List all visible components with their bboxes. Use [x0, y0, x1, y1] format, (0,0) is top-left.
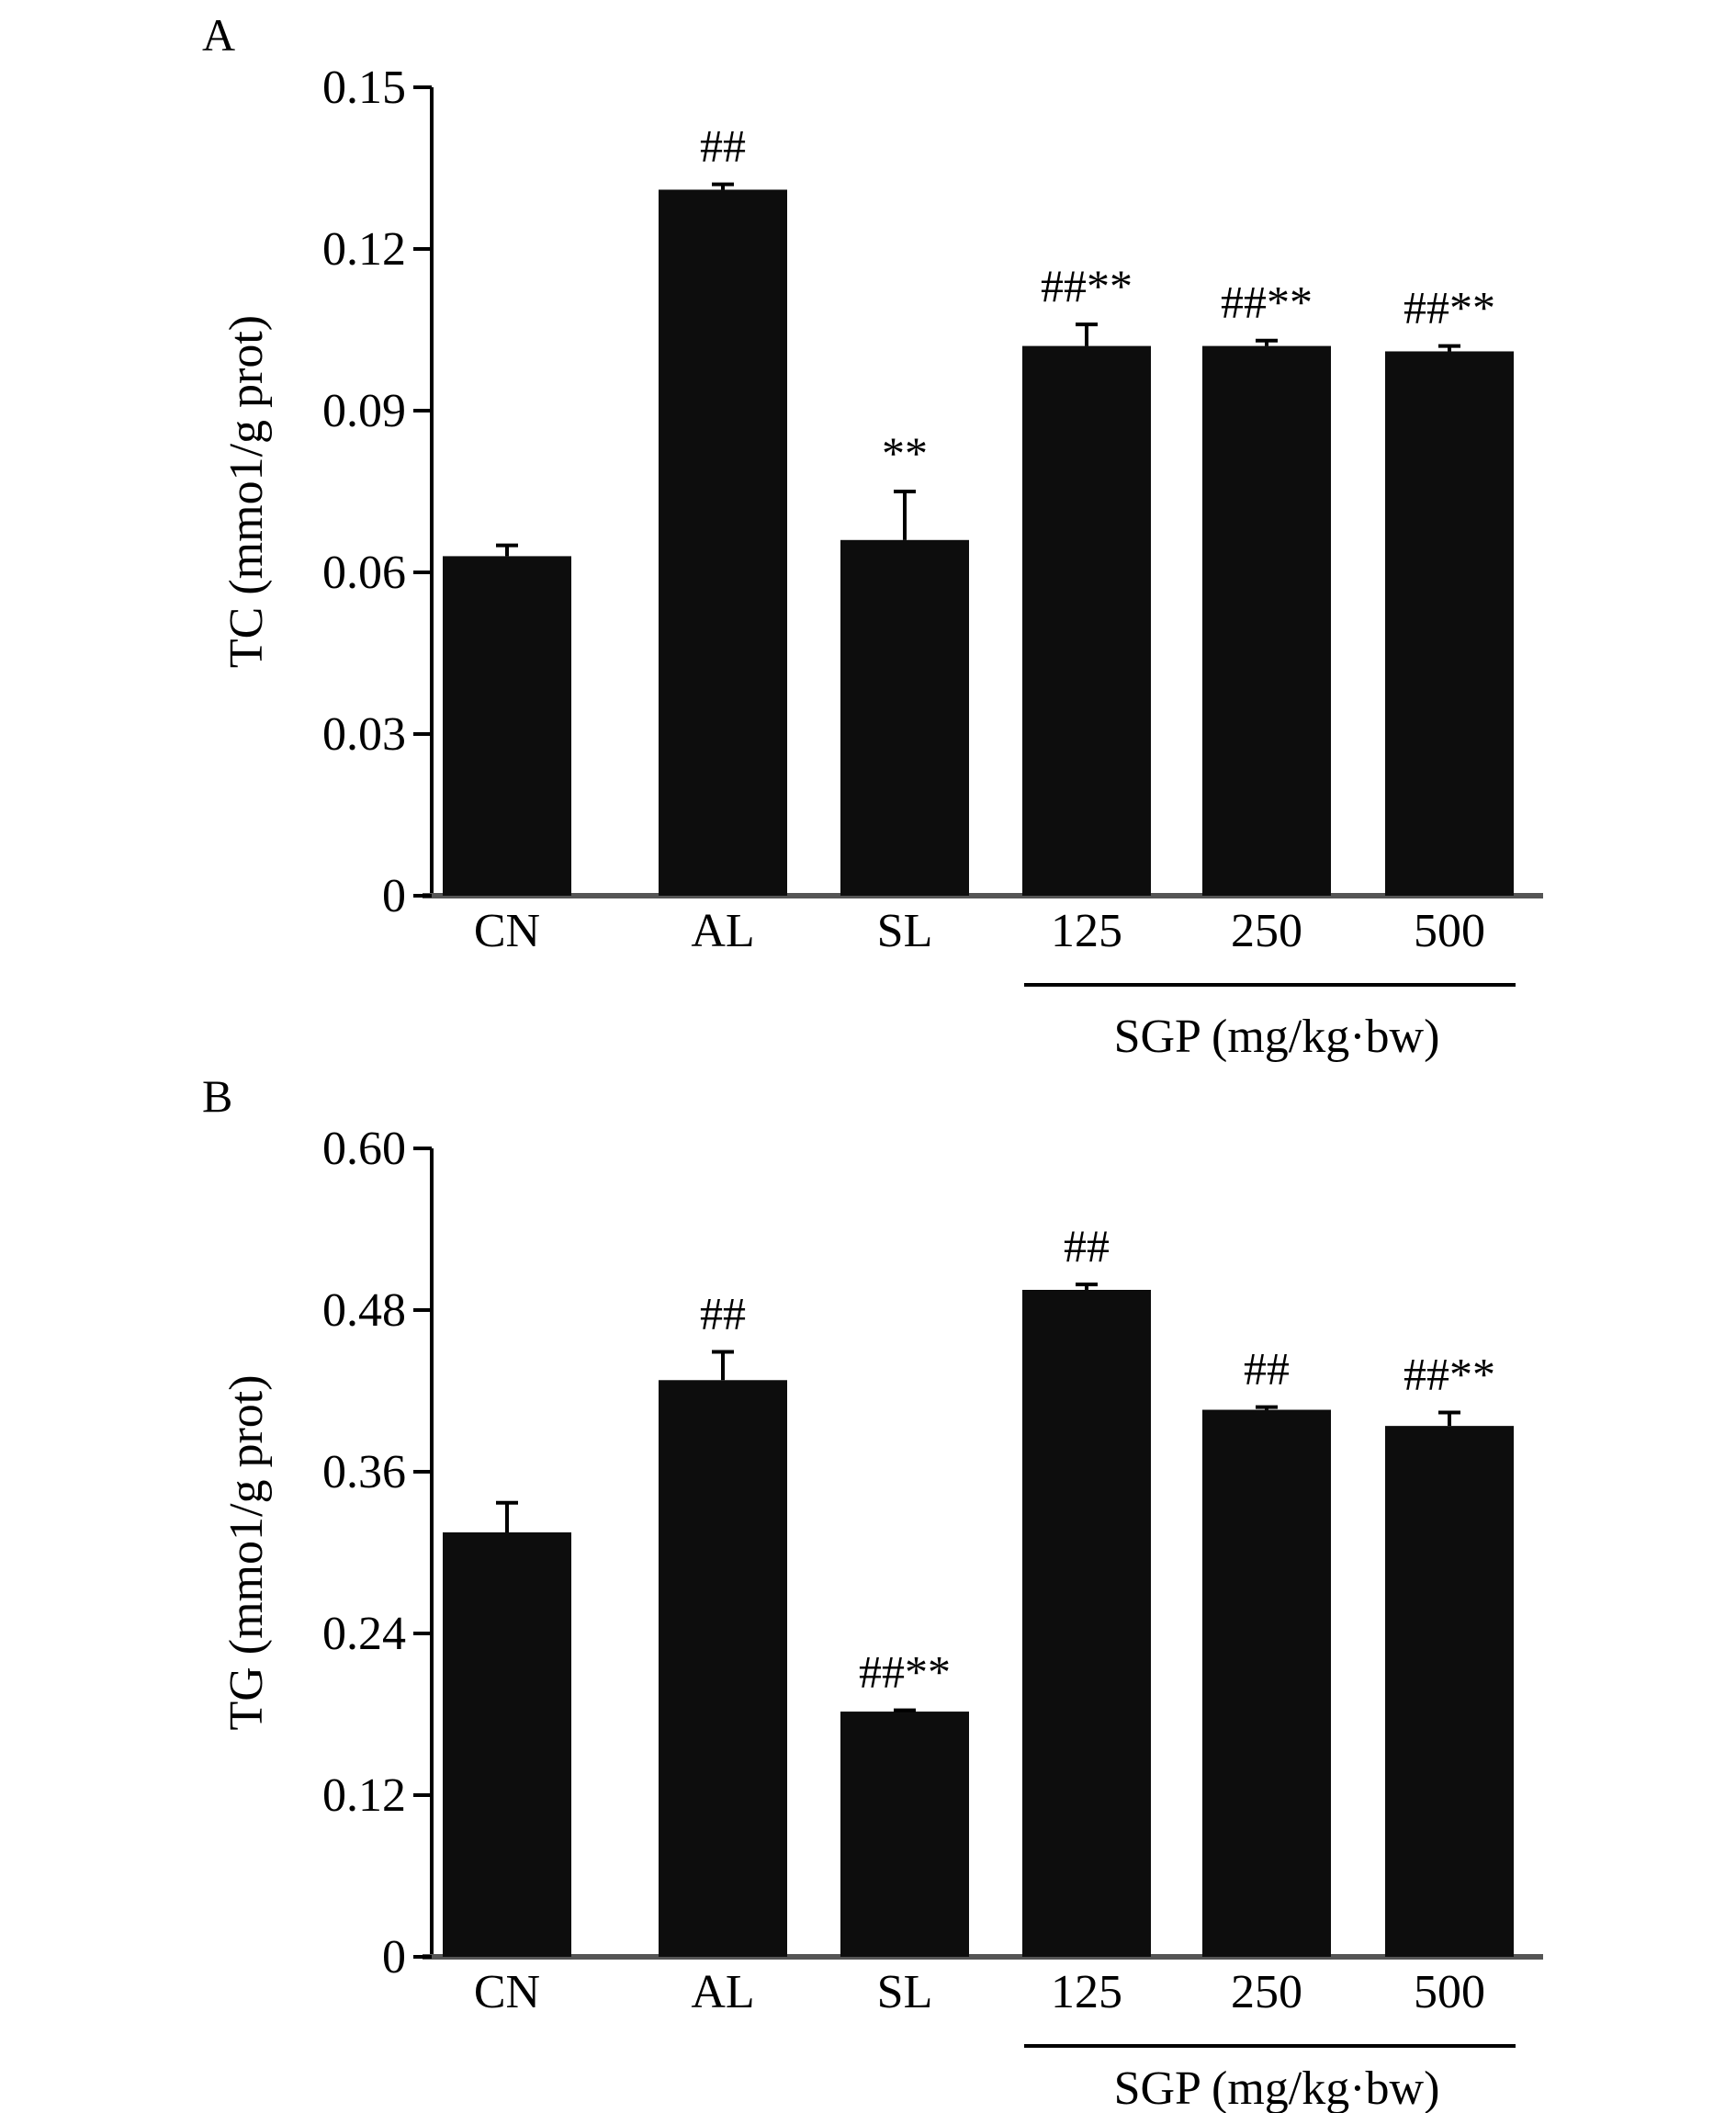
x-tick-label: SL — [877, 905, 933, 957]
x-tick-label: 250 — [1231, 905, 1302, 957]
y-tick-label: 0.06 — [322, 547, 406, 599]
x-tick-label: 500 — [1414, 1966, 1485, 2018]
y-tick-label: 0.09 — [322, 385, 406, 437]
bar-cn — [443, 1532, 571, 1957]
y-axis-label: TG (mmo1/g prot) — [220, 1374, 273, 1730]
x-tick-label: SL — [877, 1966, 933, 2018]
significance-label: ** — [882, 427, 928, 479]
chart-panel-b: B 0 0.12 0.24 0.36 0.48 0.60 TG (mmo1/g prot) CN… — [202, 1070, 1543, 2113]
x-tick-label: 125 — [1051, 1966, 1122, 2018]
significance-label: ## — [1244, 1343, 1290, 1395]
y-tick-label: 0.24 — [322, 1608, 406, 1660]
panel-label: A — [202, 9, 235, 61]
y-tick-label: 0.15 — [322, 62, 406, 114]
x-tick-label: 250 — [1231, 1966, 1302, 2018]
bar-500 — [1385, 1426, 1514, 1957]
panel-label: B — [202, 1070, 232, 1122]
bar-sl — [840, 1712, 969, 1957]
y-axis-label: TC (mmo1/g prot) — [220, 315, 273, 668]
bar-250 — [1202, 345, 1331, 897]
y-tick-label: 0 — [382, 870, 406, 922]
bar-cn — [443, 556, 571, 896]
y-tick-label: 0 — [382, 1931, 406, 1983]
significance-label: ##** — [1403, 282, 1495, 333]
y-tick-label: 0.12 — [322, 1769, 406, 1822]
bar-250 — [1202, 1409, 1331, 1957]
y-tick-label: 0.12 — [322, 223, 406, 276]
significance-label: ##** — [1403, 1348, 1495, 1399]
bar-al — [659, 1380, 787, 1957]
significance-label: ## — [700, 120, 746, 172]
significance-label: ##** — [1221, 277, 1313, 328]
x-tick-label: AL — [691, 1966, 754, 2018]
y-tick-label: 0.03 — [322, 708, 406, 761]
x-tick-label: AL — [691, 905, 754, 957]
bar-al — [659, 189, 787, 896]
significance-label: ##** — [1041, 260, 1133, 311]
y-tick-label: 0.36 — [322, 1446, 406, 1498]
y-tick-label: 0.48 — [322, 1284, 406, 1337]
significance-label: ## — [700, 1287, 746, 1339]
group-label: SGP (mg/kg·bw) — [1114, 2062, 1440, 2113]
x-tick-label: CN — [474, 905, 540, 957]
chart-panel-a: A 0 0.03 0.06 0.09 0.12 0.15 TC (mmo1/g prot) CN… — [202, 9, 1543, 1063]
significance-label: ## — [1064, 1220, 1110, 1271]
x-tick-label: 125 — [1051, 905, 1122, 957]
bar-125 — [1022, 345, 1151, 897]
significance-label: ##** — [859, 1646, 951, 1698]
bar-125 — [1022, 1290, 1151, 1957]
x-tick-label: 500 — [1414, 905, 1485, 957]
y-tick-label: 0.60 — [322, 1123, 406, 1175]
group-label: SGP (mg/kg·bw) — [1114, 1011, 1440, 1063]
x-tick-label: CN — [474, 1966, 540, 2018]
bar-500 — [1385, 351, 1514, 896]
bar-sl — [840, 539, 969, 896]
